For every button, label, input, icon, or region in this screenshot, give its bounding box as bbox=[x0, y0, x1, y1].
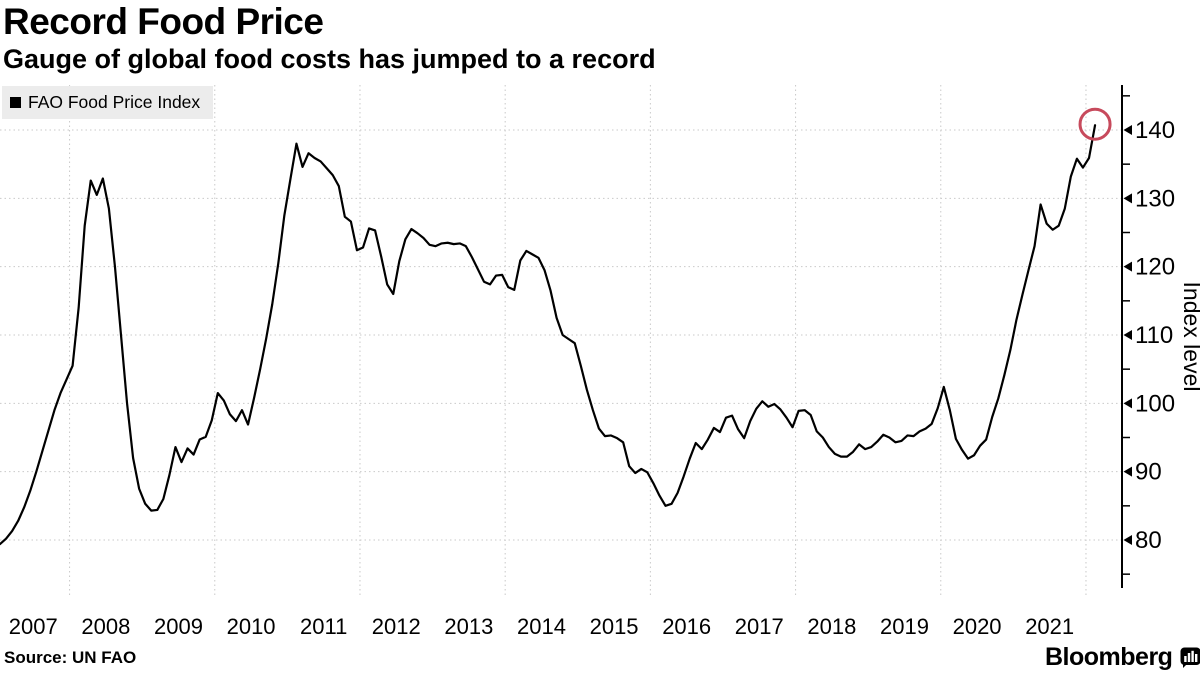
brand: Bloomberg bbox=[1045, 643, 1200, 672]
y-major-tick-arrow-icon bbox=[1123, 330, 1132, 341]
y-major-tick-arrow-icon bbox=[1123, 125, 1132, 136]
y-tick-label-80: 80 bbox=[1135, 527, 1162, 554]
x-tick-label-2010: 2010 bbox=[227, 614, 276, 639]
x-tick-label-2009: 2009 bbox=[154, 614, 203, 639]
x-tick-label-2015: 2015 bbox=[590, 614, 639, 639]
legend-swatch-icon bbox=[10, 97, 21, 108]
page-title: Record Food Price bbox=[3, 1, 324, 42]
x-tick-label-2012: 2012 bbox=[372, 614, 421, 639]
y-major-tick-arrow-icon bbox=[1123, 398, 1132, 409]
x-tick-label-2011: 2011 bbox=[300, 614, 347, 639]
legend: FAO Food Price Index bbox=[2, 86, 214, 119]
x-tick-label-2021: 2021 bbox=[1025, 614, 1074, 639]
x-tick-label-2019: 2019 bbox=[880, 614, 929, 639]
fao-index-line bbox=[0, 124, 1097, 546]
y-major-tick-arrow-icon bbox=[1123, 535, 1132, 545]
page-subtitle: Gauge of global food costs has jumped to… bbox=[3, 44, 656, 74]
x-tick-label-2020: 2020 bbox=[953, 614, 1002, 639]
bloomberg-chart-icon bbox=[1180, 647, 1200, 668]
y-tick-label-130: 130 bbox=[1135, 185, 1175, 212]
y-tick-label-120: 120 bbox=[1135, 254, 1175, 281]
x-tick-label-2013: 2013 bbox=[444, 614, 493, 639]
y-tick-label-140: 140 bbox=[1135, 117, 1175, 144]
brand-wordmark: Bloomberg bbox=[1045, 643, 1173, 671]
y-tick-label-110: 110 bbox=[1135, 322, 1173, 349]
y-major-tick-arrow-icon bbox=[1123, 466, 1132, 477]
legend-label: FAO Food Price Index bbox=[28, 92, 201, 112]
y-major-tick-arrow-icon bbox=[1123, 261, 1132, 272]
source-note: Source: UN FAO bbox=[4, 648, 137, 667]
x-tick-label-2008: 2008 bbox=[81, 614, 130, 639]
x-tick-label-2007: 2007 bbox=[9, 614, 58, 639]
y-axis-title: Index level bbox=[1179, 282, 1200, 392]
y-tick-label-100: 100 bbox=[1135, 390, 1175, 417]
x-tick-label-2016: 2016 bbox=[662, 614, 711, 639]
record-point-annotation bbox=[1078, 107, 1112, 141]
x-tick-label-2014: 2014 bbox=[517, 614, 566, 639]
y-tick-label-90: 90 bbox=[1135, 459, 1162, 486]
x-tick-label-2018: 2018 bbox=[807, 614, 856, 639]
x-tick-label-2017: 2017 bbox=[735, 614, 784, 639]
y-major-tick-arrow-icon bbox=[1123, 193, 1132, 204]
